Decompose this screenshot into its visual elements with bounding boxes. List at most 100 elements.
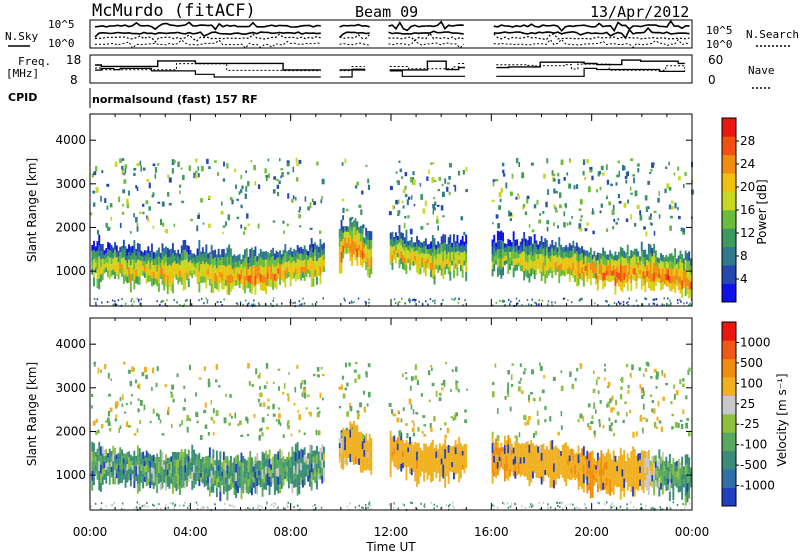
echo-cell bbox=[672, 474, 675, 484]
echo-cell bbox=[589, 277, 592, 286]
scatter-echo bbox=[643, 226, 646, 230]
echo-cell bbox=[230, 274, 232, 284]
echo-cell bbox=[521, 449, 524, 456]
echo-cell bbox=[512, 268, 515, 278]
echo-cell bbox=[433, 462, 436, 468]
echo-cell bbox=[342, 252, 345, 259]
echo-cell bbox=[626, 244, 629, 254]
scatter-echo bbox=[257, 375, 261, 379]
echo-cell bbox=[672, 275, 675, 283]
echo-cell bbox=[93, 277, 95, 287]
echo-cell bbox=[226, 491, 229, 501]
echo-cell bbox=[646, 467, 648, 475]
echo-cell bbox=[321, 475, 324, 484]
echo-cell bbox=[280, 466, 283, 474]
echo-cell bbox=[352, 429, 355, 439]
echo-cell bbox=[179, 460, 181, 469]
echo-cell bbox=[493, 256, 496, 265]
echo-cell bbox=[660, 275, 662, 283]
cpid-label: CPID bbox=[8, 91, 37, 104]
echo-cell bbox=[289, 255, 292, 264]
scatter-echo bbox=[515, 435, 518, 442]
echo-cell bbox=[366, 249, 369, 258]
echo-cell bbox=[619, 447, 622, 459]
echo-cell bbox=[135, 466, 138, 471]
echo-cell bbox=[124, 453, 127, 461]
colorbar-tick-label: 16 bbox=[740, 203, 755, 217]
scatter-echo bbox=[627, 384, 630, 389]
echo-cell bbox=[289, 263, 292, 271]
echo-cell bbox=[410, 259, 413, 266]
echo-cell bbox=[221, 476, 224, 481]
scatter-echo bbox=[100, 195, 102, 202]
echo-cell bbox=[200, 257, 202, 265]
scatter-echo bbox=[349, 405, 353, 412]
near-range-echo bbox=[660, 508, 662, 511]
echo-cell bbox=[637, 251, 640, 257]
echo-cell bbox=[609, 470, 612, 479]
echo-cell bbox=[639, 256, 641, 261]
near-range-echo bbox=[100, 507, 102, 510]
echo-cell bbox=[423, 241, 425, 248]
scatter-echo bbox=[588, 186, 591, 193]
echo-cell bbox=[521, 258, 524, 265]
echo-cell bbox=[546, 457, 548, 464]
scatter-echo bbox=[287, 193, 290, 199]
echo-cell bbox=[630, 483, 633, 492]
scatter-echo bbox=[506, 388, 509, 394]
scatter-echo bbox=[651, 400, 654, 403]
echo-cell bbox=[121, 264, 123, 271]
scatter-echo bbox=[286, 393, 290, 396]
echo-cell bbox=[101, 273, 104, 281]
echo-cell bbox=[352, 247, 355, 255]
echo-cell bbox=[240, 279, 243, 284]
echo-cell bbox=[547, 246, 550, 253]
x-tick-label: 04:00 bbox=[173, 525, 208, 539]
echo-cell bbox=[514, 441, 517, 449]
echo-cell bbox=[547, 466, 550, 472]
echo-cell bbox=[142, 252, 145, 257]
echo-cell bbox=[656, 267, 659, 272]
echo-cell bbox=[570, 461, 573, 468]
echo-cell bbox=[565, 268, 568, 275]
near-range-echo bbox=[576, 506, 578, 509]
echo-cell bbox=[184, 480, 187, 489]
echo-cell bbox=[138, 243, 141, 253]
echo-cell bbox=[403, 462, 406, 467]
scatter-echo bbox=[272, 413, 276, 417]
scatter-echo bbox=[426, 176, 429, 181]
echo-cell bbox=[570, 448, 573, 455]
echo-cell bbox=[165, 476, 167, 484]
echo-cell bbox=[447, 266, 450, 275]
echo-cell bbox=[563, 246, 566, 253]
scatter-echo bbox=[612, 226, 615, 230]
echo-cell bbox=[222, 468, 225, 478]
scatter-echo bbox=[606, 403, 608, 408]
echo-cell bbox=[312, 474, 315, 481]
echo-cell bbox=[442, 234, 445, 244]
echo-cell bbox=[635, 469, 638, 476]
scatter-echo bbox=[599, 422, 601, 428]
echo-cell bbox=[272, 467, 274, 473]
echo-cell bbox=[556, 267, 559, 272]
near-range-echo bbox=[619, 505, 622, 508]
scatter-echo bbox=[671, 426, 674, 430]
y-tick-label: 4000 bbox=[55, 337, 86, 351]
echo-cell bbox=[647, 261, 650, 271]
echo-cell bbox=[451, 260, 454, 266]
echo-cell bbox=[117, 465, 120, 472]
echo-cell bbox=[314, 270, 317, 277]
echo-cell bbox=[359, 249, 362, 258]
echo-cell bbox=[214, 480, 217, 486]
echo-cell bbox=[121, 252, 123, 259]
scatter-echo bbox=[440, 205, 444, 211]
echo-cell bbox=[108, 477, 111, 485]
echo-cell bbox=[681, 289, 684, 298]
echo-cell bbox=[451, 251, 454, 257]
echo-cell bbox=[542, 443, 545, 452]
echo-cell bbox=[224, 484, 227, 492]
near-range-echo bbox=[228, 504, 231, 507]
echo-cell bbox=[660, 456, 662, 464]
echo-cell bbox=[605, 254, 608, 260]
echo-cell bbox=[201, 268, 204, 276]
